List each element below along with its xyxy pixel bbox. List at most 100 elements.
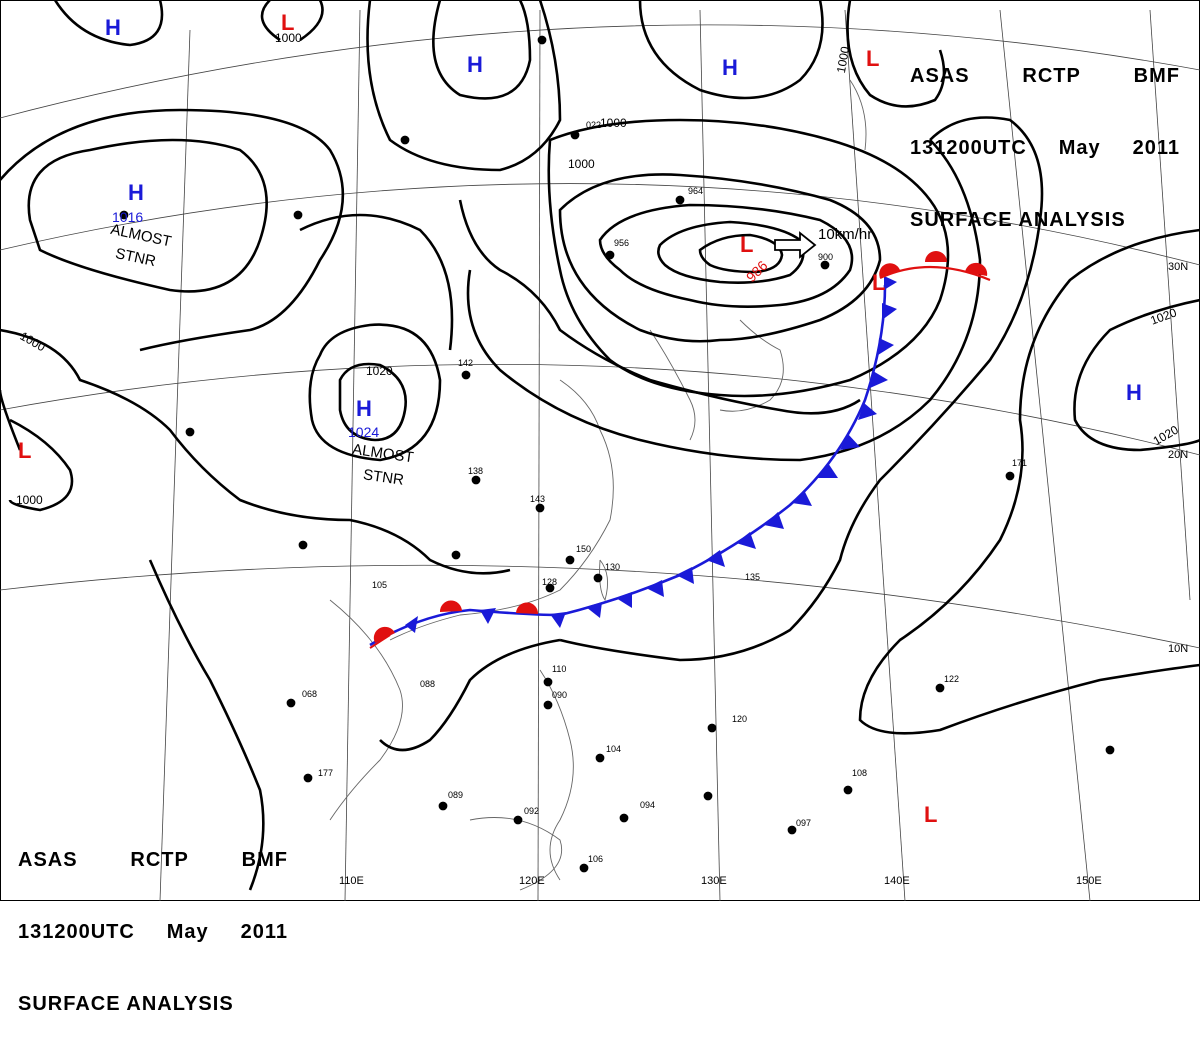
station-label: 150	[576, 544, 591, 554]
station-label: 092	[524, 806, 539, 816]
cold-barb	[646, 580, 664, 597]
cold-barb	[736, 532, 756, 549]
low-center-symbol: L	[872, 270, 885, 295]
isobar-label: 1000	[275, 31, 302, 45]
isobar-label: 1000	[16, 493, 43, 507]
title-row-1: ASAS RCTP BMF	[910, 64, 1180, 88]
lon-line-130e	[699, 9, 721, 901]
cold-barb	[586, 602, 602, 618]
station-marker	[1005, 471, 1015, 481]
station-label: 956	[614, 238, 629, 248]
high-center-symbol: H	[105, 15, 121, 40]
high-center-value: 1024	[348, 424, 379, 440]
isobar	[299, 213, 454, 351]
isobar	[260, 0, 281, 42]
isobar	[846, 0, 946, 108]
coast-japan	[719, 319, 784, 412]
cold-barb	[818, 463, 838, 478]
station-label: 120	[732, 714, 747, 724]
station-marker	[471, 475, 481, 485]
station-label: 104	[606, 744, 621, 754]
longitude-label: 120E	[519, 875, 545, 887]
longitude-label: 130E	[701, 875, 727, 887]
station-marker	[935, 683, 945, 693]
station-marker	[545, 583, 555, 593]
month-label: May	[1058, 137, 1101, 159]
station-marker	[303, 773, 313, 783]
high-center-symbol: H	[722, 55, 738, 80]
station-marker	[438, 801, 448, 811]
product-code-label: BMF	[241, 849, 288, 871]
isobar	[858, 228, 1200, 735]
station-label: 108	[852, 768, 867, 778]
station-marker	[707, 723, 717, 733]
lon-line-150e	[999, 9, 1091, 901]
isobar	[1073, 298, 1200, 452]
motion-arrow	[774, 231, 817, 259]
station-label: 143	[530, 494, 545, 504]
station-label: 128	[542, 577, 557, 587]
high-center-symbol: H	[356, 396, 372, 421]
latitude-label: 30N	[1168, 261, 1188, 273]
station-label: 171	[1012, 458, 1027, 468]
latitude-label: 20N	[1168, 449, 1188, 461]
station-marker	[286, 698, 296, 708]
station-marker	[820, 260, 830, 270]
warm-dome	[925, 251, 947, 262]
warm-front-segment	[369, 634, 391, 649]
station-label: 105	[372, 580, 387, 590]
isobar	[558, 173, 882, 343]
isobar	[598, 203, 854, 308]
station-marker	[543, 700, 553, 710]
longitude-label: 150E	[1076, 875, 1102, 887]
station-markers	[119, 35, 1115, 873]
station-marker	[787, 825, 797, 835]
station-marker	[293, 210, 303, 220]
station-label: 900	[818, 252, 833, 262]
station-label: 138	[468, 466, 483, 476]
cold-barb	[706, 550, 725, 567]
isobar	[466, 139, 982, 462]
station-label: 177	[318, 768, 333, 778]
isobar	[299, 0, 324, 42]
station-label: 964	[688, 186, 703, 196]
lon-line-100e	[159, 29, 191, 901]
station-label: 130	[605, 562, 620, 572]
coastlines	[329, 79, 867, 891]
station-marker	[513, 815, 523, 825]
cold-barb	[882, 303, 897, 320]
lon-line-140e	[844, 9, 906, 901]
title-row-2: 131200UTC May 2011	[910, 136, 1180, 160]
motion-speed-label: 10km/hr	[818, 226, 872, 243]
station-marker	[119, 210, 129, 220]
pressure-centers: H H H H H H L L L L L L 1016 1024 986	[18, 10, 1142, 827]
station-marker	[675, 195, 685, 205]
isobar-label: 1000	[834, 45, 852, 74]
station-marker	[543, 677, 553, 687]
cold-barb	[792, 490, 812, 506]
isobar	[559, 116, 1044, 662]
station-marker	[579, 863, 589, 873]
valid-time-label: 131200UTC	[910, 137, 1027, 159]
isobar-label: 1000	[568, 157, 595, 171]
isobar	[0, 108, 345, 352]
product-name-label: SURFACE ANALYSIS	[910, 209, 1126, 231]
coast-philippines	[539, 669, 574, 881]
cold-barb	[878, 338, 894, 355]
station-label: 135	[745, 572, 760, 582]
cold-barb	[764, 512, 784, 529]
station-label: 097	[796, 818, 811, 828]
high-center-symbol: H	[128, 180, 144, 205]
station-marker	[843, 785, 853, 795]
isobar	[338, 362, 408, 442]
station-label: 022	[586, 120, 601, 130]
station-marker	[1105, 745, 1115, 755]
coast-indochina	[329, 599, 403, 821]
station-marker	[565, 555, 575, 565]
lon-line-120e	[537, 9, 541, 901]
cold-barb	[870, 371, 888, 388]
map-frame	[0, 0, 1200, 901]
lat-line-20n	[0, 363, 1200, 456]
isobar	[0, 328, 511, 575]
station-marker	[537, 35, 547, 45]
